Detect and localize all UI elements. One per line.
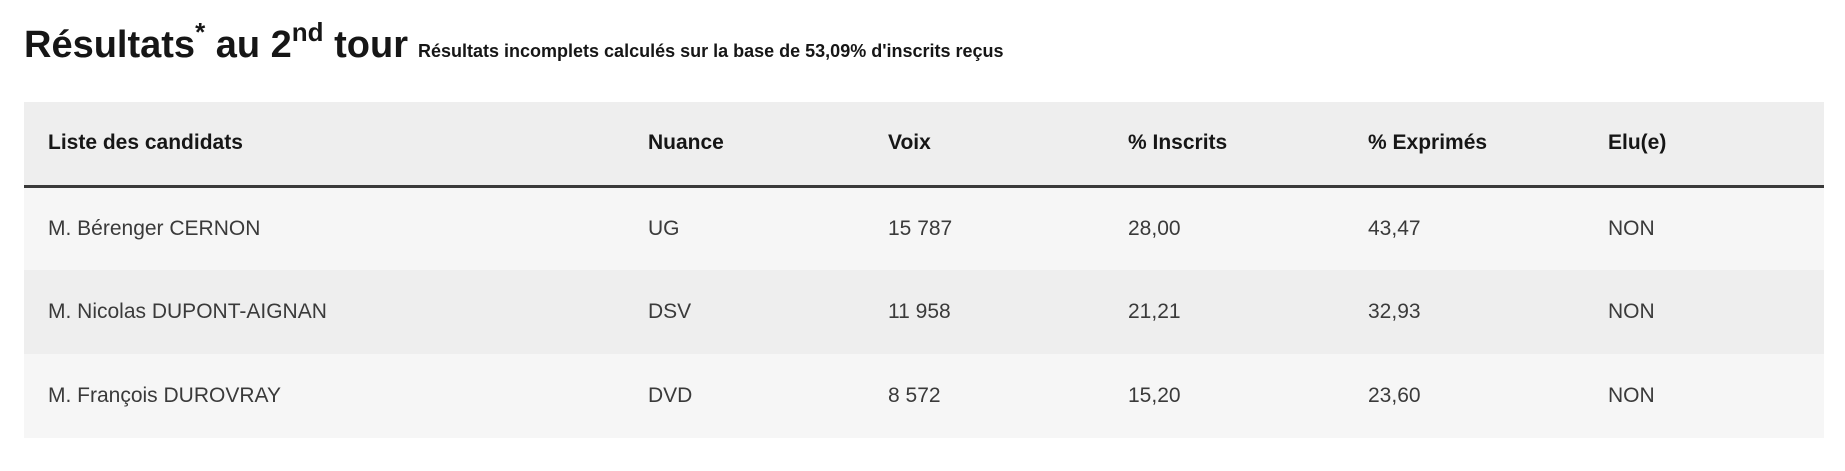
results-table: Liste des candidats Nuance Voix % Inscri… bbox=[24, 102, 1824, 438]
title-main: Résultats bbox=[24, 24, 196, 66]
title-round: au 2 bbox=[205, 24, 292, 66]
cell-nuance: DSV bbox=[648, 300, 692, 323]
cell-inscrits: 21,21 bbox=[1128, 300, 1181, 323]
title-round-suffix: nd bbox=[291, 17, 324, 48]
cell-nuance: DVD bbox=[648, 384, 693, 407]
header-voix: Voix bbox=[864, 102, 1104, 188]
cell-candidate: M. François DUROVRAY bbox=[48, 384, 281, 407]
header-elu: Elu(e) bbox=[1584, 102, 1824, 188]
table-row: M. François DUROVRAY DVD 8 572 15,20 23,… bbox=[24, 354, 1824, 438]
cell-inscrits: 15,20 bbox=[1128, 384, 1181, 407]
cell-inscrits: 28,00 bbox=[1128, 216, 1181, 240]
cell-candidate: M. Bérenger CERNON bbox=[48, 216, 261, 240]
table-header-row: Liste des candidats Nuance Voix % Inscri… bbox=[24, 102, 1824, 188]
table-row: M. Nicolas DUPONT-AIGNAN DSV 11 958 21,2… bbox=[24, 270, 1824, 354]
cell-elu: NON bbox=[1608, 300, 1655, 323]
cell-voix: 11 958 bbox=[888, 300, 951, 323]
cell-nuance: UG bbox=[648, 216, 680, 240]
header-inscrits: % Inscrits bbox=[1104, 102, 1344, 188]
cell-elu: NON bbox=[1608, 384, 1655, 407]
cell-elu: NON bbox=[1608, 216, 1655, 240]
cell-exprimes: 43,47 bbox=[1368, 216, 1421, 240]
page-subtitle: Résultats incomplets calculés sur la bas… bbox=[418, 41, 1004, 61]
title-asterisk: * bbox=[195, 17, 206, 48]
page-title: Résultats* au 2nd tour bbox=[24, 19, 408, 67]
header-exprimes: % Exprimés bbox=[1344, 102, 1584, 188]
header-nuance: Nuance bbox=[624, 102, 864, 188]
cell-exprimes: 23,60 bbox=[1368, 384, 1421, 407]
cell-exprimes: 32,93 bbox=[1368, 300, 1421, 323]
cell-voix: 15 787 bbox=[888, 216, 953, 240]
table-row: M. Bérenger CERNON UG 15 787 28,00 43,47… bbox=[24, 186, 1824, 270]
header-candidates: Liste des candidats bbox=[24, 102, 624, 188]
title-tour: tour bbox=[323, 24, 408, 66]
cell-voix: 8 572 bbox=[888, 384, 941, 407]
results-heading: Résultats* au 2nd tour Résultats incompl… bbox=[24, 19, 1004, 84]
cell-candidate: M. Nicolas DUPONT-AIGNAN bbox=[48, 300, 327, 323]
